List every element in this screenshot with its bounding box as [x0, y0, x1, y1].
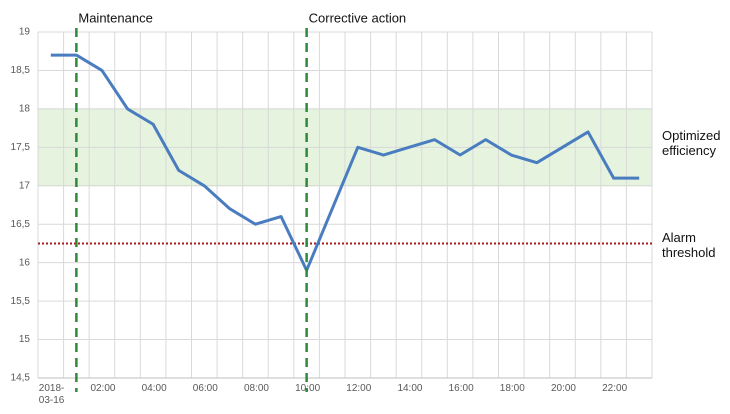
y-tick-label: 15: [19, 334, 31, 345]
x-tick-label: 04:00: [141, 383, 167, 394]
y-tick-label: 15,5: [11, 296, 31, 307]
x-tick-label: 02:00: [90, 383, 116, 394]
y-tick-label: 19: [19, 27, 31, 38]
y-tick-label: 18,5: [11, 65, 31, 76]
event-label: Corrective action: [309, 10, 407, 25]
x-tick-label: 20:00: [550, 383, 576, 394]
x-tick-label: 12:00: [346, 383, 372, 394]
x-tick-label: 18:00: [499, 383, 525, 394]
y-tick-label: 14,5: [11, 373, 31, 384]
data-line: [50, 53, 640, 272]
x-tick-label: 22:00: [602, 383, 628, 394]
x-tick-label: 2018-03-16: [38, 383, 65, 406]
x-tick-label: 06:00: [192, 383, 218, 394]
threshold-label: Alarm threshold: [662, 230, 716, 261]
y-tick-label: 17,5: [11, 142, 31, 153]
y-tick-label: 18: [19, 104, 31, 115]
x-tick-label: 16:00: [448, 383, 474, 394]
band-label: Optimized efficiency: [662, 128, 721, 159]
x-tick-label: 10:00: [295, 383, 321, 394]
x-tick-label: 08:00: [243, 383, 269, 394]
y-tick-label: 17: [19, 180, 31, 191]
x-tick-label: 14:00: [397, 383, 423, 394]
y-tick-label: 16: [19, 257, 31, 268]
y-tick-label: 16,5: [11, 219, 31, 230]
event-label: Maintenance: [78, 10, 152, 25]
